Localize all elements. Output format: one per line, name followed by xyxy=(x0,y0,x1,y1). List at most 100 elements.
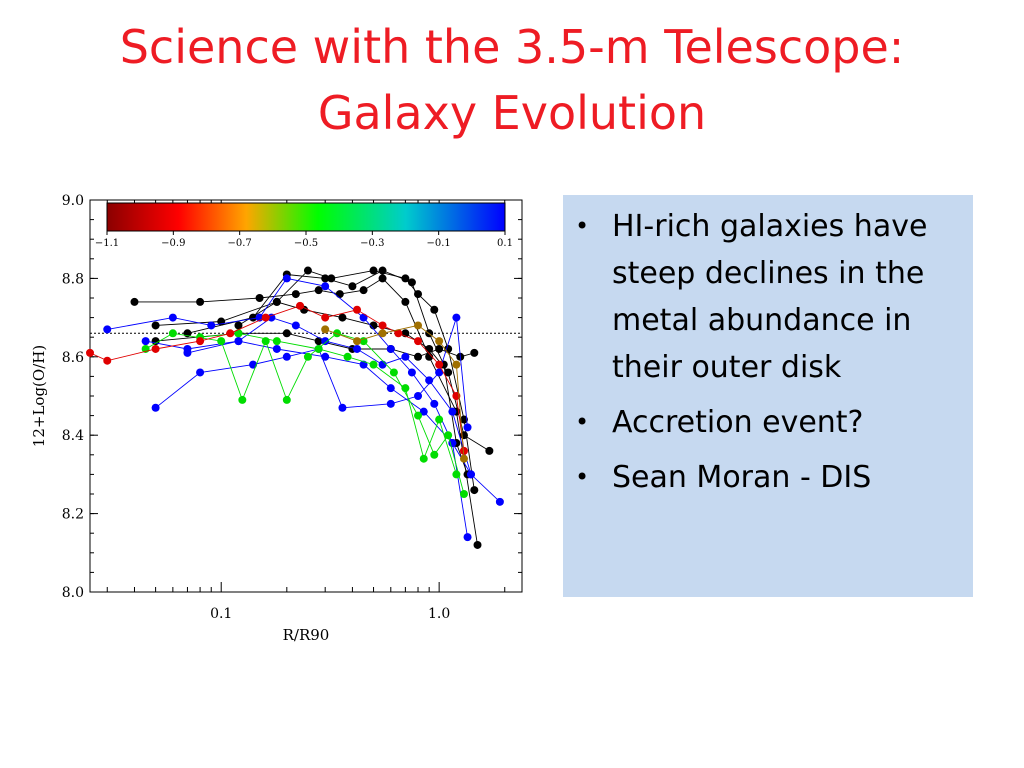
data-point xyxy=(459,446,468,455)
data-point xyxy=(419,407,428,416)
data-point xyxy=(196,297,205,306)
data-point xyxy=(435,344,444,353)
data-point xyxy=(238,395,247,404)
data-point xyxy=(234,321,243,330)
data-point xyxy=(291,321,300,330)
data-point xyxy=(485,446,494,455)
data-point xyxy=(234,337,243,346)
data-point xyxy=(407,368,416,377)
data-point xyxy=(183,348,192,357)
data-point xyxy=(425,352,434,361)
data-point xyxy=(303,352,312,361)
data-point xyxy=(353,337,362,346)
data-point xyxy=(386,384,395,393)
data-point xyxy=(151,344,160,353)
data-point xyxy=(359,337,368,346)
chart-series-group xyxy=(86,266,504,549)
bullet-dot-icon: • xyxy=(575,408,590,436)
bullet-text-2: Accretion event? xyxy=(612,405,864,440)
bullet-item-1: • HI-rich galaxies have steep declines i… xyxy=(575,203,959,391)
data-point xyxy=(141,337,150,346)
data-point xyxy=(151,321,160,330)
data-point xyxy=(314,286,323,295)
data-point xyxy=(282,274,291,283)
data-point xyxy=(430,305,439,314)
series-line xyxy=(238,301,490,452)
data-point xyxy=(303,266,312,275)
series-12 xyxy=(86,301,468,455)
data-point xyxy=(321,282,330,291)
data-point xyxy=(378,266,387,275)
data-point xyxy=(335,290,344,299)
data-point xyxy=(463,423,472,432)
data-point xyxy=(168,329,177,338)
data-point xyxy=(414,352,423,361)
colorbar-bar xyxy=(106,202,506,232)
data-point xyxy=(353,305,362,314)
data-point xyxy=(459,490,468,498)
bullet-list: • HI-rich galaxies have steep declines i… xyxy=(575,203,959,501)
bullet-text-1: HI-rich galaxies have steep declines in … xyxy=(612,209,928,385)
data-point xyxy=(348,282,357,291)
series-1 xyxy=(130,274,482,549)
bullet-text-3: Sean Moran - DIS xyxy=(612,460,872,495)
series-line xyxy=(145,332,465,495)
series-line xyxy=(107,277,468,538)
data-point xyxy=(394,329,403,338)
data-point xyxy=(353,344,362,353)
series-line xyxy=(200,332,457,475)
data-point xyxy=(369,266,378,275)
series-7 xyxy=(141,337,504,506)
data-point xyxy=(401,297,410,306)
data-point xyxy=(314,344,323,353)
data-point xyxy=(425,376,434,385)
metallicity-gradient-chart: 8.0 8.2 8.4 8.6 8.8 9.0 0.1 1.0 R/R90 12+Log(O/H)… xyxy=(30,193,523,644)
data-point xyxy=(452,470,461,479)
data-point xyxy=(401,352,410,361)
data-point xyxy=(466,470,475,479)
data-point xyxy=(103,356,112,365)
colorbar-tick-label-5: −0.1 xyxy=(427,238,451,249)
data-point xyxy=(378,329,387,338)
data-point xyxy=(386,344,395,353)
x-tick-label-0: 0.1 xyxy=(210,606,232,622)
data-point xyxy=(444,368,453,377)
colorbar-tick-label-2: −0.7 xyxy=(228,238,252,249)
data-point xyxy=(463,533,472,542)
data-point xyxy=(378,321,387,330)
data-point xyxy=(459,415,468,424)
chart-colorbar: −1.1 −0.9 −0.7 −0.5 −0.3 −0.1 0.1 xyxy=(95,202,513,249)
data-point xyxy=(495,497,504,506)
data-point xyxy=(401,384,410,393)
data-point xyxy=(338,403,347,412)
data-point xyxy=(452,313,461,322)
series-line xyxy=(325,324,465,459)
data-point xyxy=(151,403,160,412)
data-point xyxy=(378,274,387,283)
data-point xyxy=(261,313,270,322)
data-point xyxy=(86,348,94,357)
data-point xyxy=(338,313,347,322)
data-point xyxy=(343,352,352,361)
y-tick-label-3: 8.6 xyxy=(62,350,84,366)
data-point xyxy=(196,337,205,346)
data-point xyxy=(255,294,264,302)
data-point xyxy=(234,329,243,338)
data-point xyxy=(267,313,276,322)
colorbar-tick-label-1: −0.9 xyxy=(161,238,185,249)
data-point xyxy=(473,540,482,549)
y-tick-label-5: 9.0 xyxy=(62,193,84,209)
data-point xyxy=(448,439,457,448)
bullet-dot-icon: • xyxy=(575,463,590,491)
data-point xyxy=(217,337,226,346)
data-point xyxy=(103,325,112,334)
colorbar-tick-label-6: 0.1 xyxy=(497,238,513,249)
data-point xyxy=(389,368,398,377)
data-point xyxy=(435,337,444,346)
x-tick-label-1: 1.0 xyxy=(428,606,450,622)
data-point xyxy=(435,360,444,369)
data-point xyxy=(407,278,416,287)
data-point xyxy=(419,454,428,463)
x-axis-label: R/R90 xyxy=(283,626,330,644)
data-point xyxy=(196,368,205,377)
